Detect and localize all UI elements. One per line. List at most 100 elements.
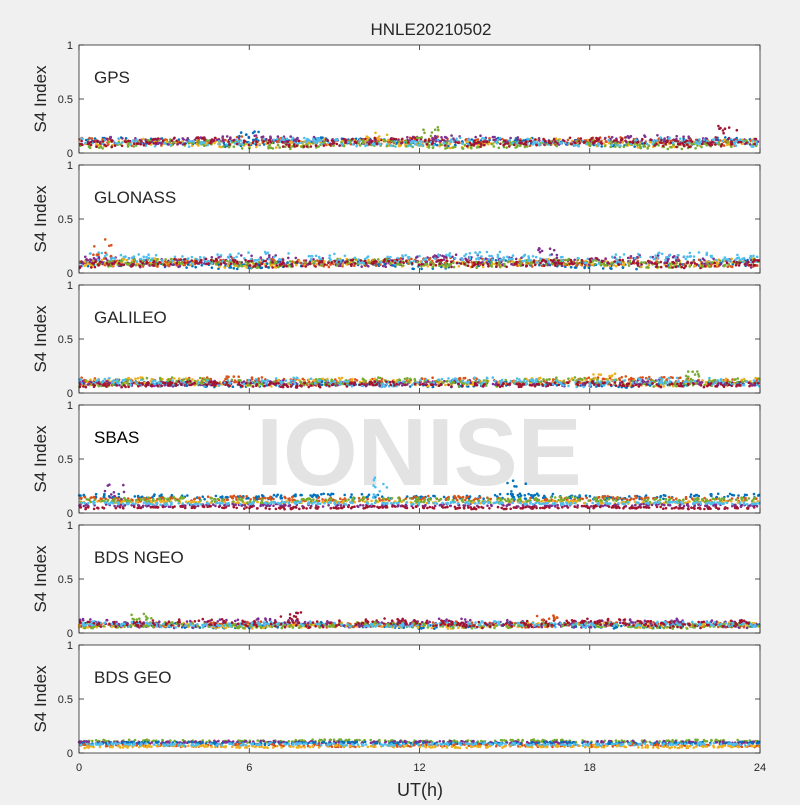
data-point bbox=[332, 144, 335, 147]
data-point bbox=[548, 140, 551, 143]
data-point bbox=[614, 145, 617, 148]
data-point bbox=[667, 259, 670, 262]
data-point bbox=[754, 377, 757, 380]
data-point bbox=[401, 384, 404, 387]
data-point bbox=[132, 256, 135, 259]
data-point bbox=[632, 262, 635, 265]
data-point bbox=[95, 145, 98, 148]
data-point bbox=[681, 266, 684, 269]
data-point bbox=[264, 251, 267, 254]
data-point bbox=[396, 259, 399, 262]
data-point bbox=[386, 255, 389, 258]
data-point bbox=[570, 259, 573, 262]
data-point bbox=[688, 265, 691, 268]
data-point bbox=[545, 378, 548, 381]
data-point bbox=[534, 264, 537, 267]
data-point bbox=[448, 147, 451, 150]
data-point bbox=[157, 263, 160, 266]
data-point bbox=[450, 260, 453, 263]
data-point bbox=[320, 260, 323, 263]
data-point bbox=[479, 145, 482, 148]
data-point bbox=[506, 146, 509, 149]
data-point bbox=[727, 265, 730, 268]
data-point bbox=[456, 262, 459, 265]
data-point bbox=[389, 256, 392, 259]
data-point bbox=[636, 262, 639, 265]
data-point bbox=[367, 261, 370, 264]
data-point bbox=[201, 379, 204, 382]
data-point bbox=[507, 142, 510, 145]
data-point bbox=[303, 137, 306, 140]
data-point bbox=[111, 145, 114, 148]
data-point bbox=[127, 145, 130, 148]
data-point bbox=[681, 148, 684, 151]
data-point bbox=[529, 263, 532, 266]
data-point bbox=[435, 264, 438, 267]
data-point bbox=[676, 140, 679, 143]
data-point bbox=[232, 385, 235, 388]
data-point bbox=[741, 381, 744, 384]
data-point bbox=[594, 263, 597, 266]
data-point bbox=[627, 257, 630, 260]
data-point bbox=[142, 138, 145, 141]
data-point bbox=[233, 267, 236, 270]
data-point bbox=[679, 263, 682, 266]
data-point bbox=[137, 142, 140, 145]
data-point bbox=[694, 147, 697, 150]
data-point bbox=[715, 139, 718, 142]
data-point bbox=[420, 263, 423, 266]
data-point bbox=[399, 261, 402, 264]
data-point bbox=[281, 263, 284, 266]
data-point bbox=[610, 262, 613, 265]
data-point bbox=[126, 381, 129, 384]
data-point bbox=[505, 266, 508, 269]
data-point bbox=[753, 143, 756, 146]
data-point bbox=[240, 254, 243, 257]
data-point bbox=[688, 137, 691, 140]
data-point bbox=[495, 265, 498, 268]
data-point bbox=[414, 143, 417, 146]
data-point bbox=[84, 255, 87, 258]
data-point bbox=[513, 144, 516, 147]
data-point bbox=[654, 254, 657, 257]
data-point bbox=[155, 254, 158, 257]
data-point bbox=[373, 143, 376, 146]
data-point bbox=[490, 255, 493, 258]
data-point bbox=[701, 143, 704, 146]
data-point bbox=[352, 259, 355, 262]
data-point bbox=[344, 255, 347, 258]
data-point bbox=[241, 261, 244, 264]
data-point bbox=[314, 265, 317, 268]
data-point bbox=[313, 379, 316, 382]
data-point bbox=[445, 266, 448, 269]
data-point bbox=[318, 256, 321, 259]
data-point bbox=[735, 261, 738, 264]
data-point bbox=[401, 141, 404, 144]
data-point bbox=[524, 141, 527, 144]
data-point bbox=[215, 258, 218, 261]
data-point bbox=[444, 384, 447, 387]
data-point bbox=[538, 139, 541, 142]
data-point bbox=[669, 142, 672, 145]
data-point bbox=[359, 259, 362, 262]
data-point bbox=[199, 256, 202, 259]
data-point bbox=[317, 138, 320, 141]
data-point bbox=[524, 260, 527, 263]
data-point bbox=[432, 263, 435, 266]
data-point bbox=[637, 264, 640, 267]
data-point bbox=[463, 263, 466, 266]
data-point bbox=[480, 255, 483, 258]
data-point bbox=[659, 136, 662, 139]
data-point bbox=[753, 259, 756, 262]
data-point bbox=[230, 266, 233, 269]
data-point bbox=[485, 381, 488, 384]
data-point bbox=[458, 385, 461, 388]
data-point bbox=[644, 145, 647, 148]
data-point bbox=[733, 260, 736, 263]
data-point bbox=[483, 144, 486, 147]
data-point bbox=[625, 375, 628, 378]
data-point bbox=[390, 144, 393, 147]
data-point bbox=[592, 259, 595, 262]
data-point bbox=[87, 142, 90, 145]
data-point bbox=[191, 378, 194, 381]
